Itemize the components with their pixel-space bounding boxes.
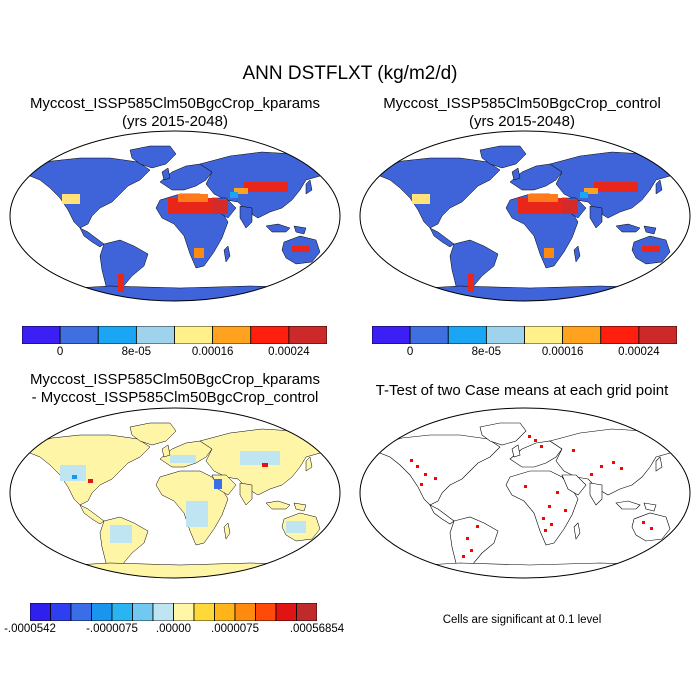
colorbar-swatch: [234, 603, 256, 621]
difference-anomaly-patches: [60, 451, 306, 543]
colorbar-swatch: [152, 603, 174, 621]
colorbar-swatch: [70, 603, 92, 621]
colorbar-label: 8e-05: [471, 346, 502, 358]
diff-title-line1: Myccost_ISSP585Clm50BgcCrop_kparams: [29, 371, 321, 388]
diff-colorbar-labels: -.0000542 -.0000075 .00000 .0000075 .000…: [4, 623, 344, 639]
globe-outline: [9, 407, 341, 579]
colorbar-swatch: [296, 603, 317, 621]
colorbar-swatch: [135, 326, 175, 344]
colorbar-swatch: [524, 326, 564, 344]
colorbar-label: -.0000542: [4, 623, 56, 635]
globe-outline: [359, 130, 691, 302]
case1-title-line2: (yrs 2015-2048): [122, 113, 228, 130]
colorbar-swatch: [59, 326, 99, 344]
case2-map: [359, 130, 691, 302]
case1-colorbar: [22, 326, 327, 344]
diff-title: Myccost_ISSP585Clm50BgcCrop_kparams - My…: [5, 371, 345, 407]
colorbar-swatch: [214, 603, 236, 621]
significant-cells: [410, 435, 653, 558]
colorbar-swatch: [372, 326, 411, 344]
colorbar-label: .00000: [155, 623, 192, 635]
colorbar-label: .0000075: [211, 623, 259, 635]
ttest-title: T-Test of two Case means at each grid po…: [375, 382, 669, 399]
colorbar-label: 0: [56, 346, 64, 358]
diff-map: [9, 407, 341, 579]
colorbar-swatch: [409, 326, 449, 344]
colorbar-swatch: [485, 326, 525, 344]
ttest-map: [359, 407, 691, 579]
case1-title-line1: Myccost_ISSP585Clm50BgcCrop_kparams: [29, 95, 321, 112]
colorbar-swatch: [275, 603, 297, 621]
colorbar-swatch: [638, 326, 677, 344]
dust-source-hotspots: [62, 182, 310, 292]
colorbar-label: .00056854: [289, 623, 345, 635]
colorbar-swatch: [111, 603, 133, 621]
colorbar-swatch: [600, 326, 640, 344]
case1-colorbar-labels: 0 8e-05 0.00016 0.00024: [22, 346, 327, 362]
ttest-note: Cells are significant at 0.1 level: [442, 614, 602, 626]
colorbar-swatch: [173, 603, 195, 621]
colorbar-label: 8e-05: [121, 346, 152, 358]
colorbar-swatch: [97, 326, 137, 344]
colorbar-label: 0.00016: [541, 346, 584, 358]
colorbar-swatch: [132, 603, 154, 621]
colorbar-swatch: [447, 326, 487, 344]
figure-title: ANN DSTFLXT (kg/m2/d): [242, 63, 458, 84]
colorbar-swatch: [288, 326, 327, 344]
colorbar-label: -.0000075: [86, 623, 138, 635]
colorbar-label: 0.00024: [618, 346, 660, 358]
case2-title-line2: (yrs 2015-2048): [469, 113, 575, 130]
colorbar-label: 0: [406, 346, 414, 358]
case2-title: Myccost_ISSP585Clm50BgcCrop_control (yrs…: [352, 95, 692, 131]
case1-title: Myccost_ISSP585Clm50BgcCrop_kparams (yrs…: [5, 95, 345, 131]
colorbar-swatch: [193, 603, 215, 621]
colorbar-label: 0.00024: [268, 346, 310, 358]
globe-outline: [9, 130, 341, 302]
colorbar-swatch: [562, 326, 602, 344]
colorbar-swatch: [50, 603, 72, 621]
colorbar-swatch: [212, 326, 252, 344]
colorbar-swatch: [30, 603, 51, 621]
diff-title-line2: - Myccost_ISSP585Clm50BgcCrop_control: [31, 389, 319, 406]
dust-source-hotspots: [412, 182, 660, 292]
colorbar-swatch: [174, 326, 214, 344]
globe-outline: [359, 407, 691, 579]
colorbar-swatch: [250, 326, 290, 344]
colorbar-swatch: [22, 326, 61, 344]
case2-title-line1: Myccost_ISSP585Clm50BgcCrop_control: [383, 95, 661, 112]
colorbar-swatch: [91, 603, 113, 621]
case2-colorbar: [372, 326, 677, 344]
case2-colorbar-labels: 0 8e-05 0.00016 0.00024: [372, 346, 677, 362]
colorbar-swatch: [255, 603, 277, 621]
diff-colorbar: [30, 603, 317, 621]
colorbar-label: 0.00016: [191, 346, 234, 358]
case1-map: [9, 130, 341, 302]
